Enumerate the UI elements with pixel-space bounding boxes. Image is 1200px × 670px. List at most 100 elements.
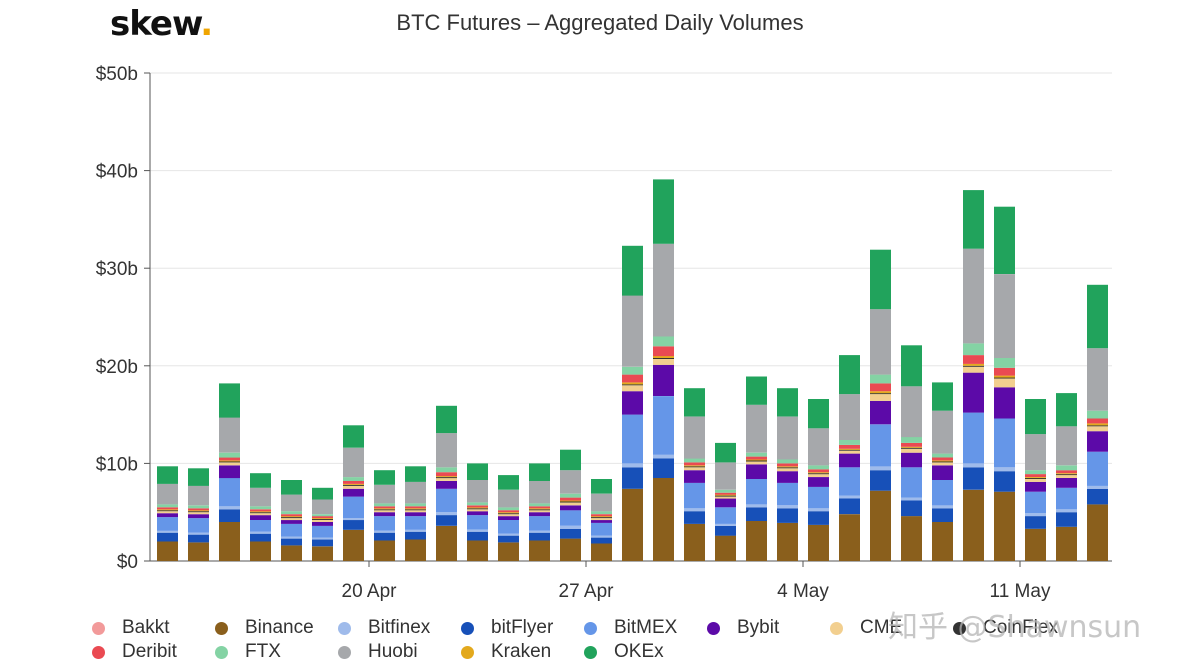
bar-segment-deribit [250,509,271,512]
bar-segment-ftx [1025,470,1046,475]
bar-segment-bitmex [188,518,209,533]
bar-segment-binance [870,490,891,561]
bar-segment-bybit [498,516,519,520]
bar-segment-binance [436,525,457,561]
bar-segment-deribit [684,462,705,466]
bar-segment-coinflex [405,509,426,511]
bar-segment-bitfinex [467,529,488,532]
legend-item-coinflex[interactable]: CoinFlex [953,616,1076,640]
legend-item-bitmex[interactable]: BitMEX [584,616,707,640]
legend-row: Deribit FTX Huobi Kraken OKEx [92,640,1092,664]
bar-segment-cme [777,468,798,472]
legend-item-bitfinex[interactable]: Bitfinex [338,616,461,640]
legend-item-deribit[interactable]: Deribit [92,640,215,664]
bar-segment-bybit [436,481,457,489]
legend-item-binance[interactable]: Binance [215,616,338,640]
legend-item-okex[interactable]: OKEx [584,640,707,664]
legend-item-bitflyer[interactable]: bitFlyer [461,616,584,640]
bar-segment-deribit [1025,474,1046,477]
bar-segment-bitflyer [312,539,333,547]
bar-segment-kraken [839,448,860,450]
bar-segment-huobi [591,493,612,512]
bar-segment-bitflyer [684,511,705,524]
legend-label: Deribit [122,641,177,662]
bar-segment-binance [622,488,643,561]
bar-segment-okex [839,355,860,395]
bar-segment-okex [498,475,519,490]
bar-segment-bybit [932,465,953,480]
bar-segment-bitflyer [498,535,519,543]
bar-segment-deribit [1056,470,1077,474]
bar-segment-bitflyer [870,470,891,491]
bar-segment-kraken [343,483,364,485]
bar-segment-bitflyer [653,458,674,478]
bar-segment-kraken [498,512,519,514]
bar-segment-kraken [1056,473,1077,475]
legend-item-huobi[interactable]: Huobi [338,640,461,664]
bar-segment-ftx [312,514,333,517]
bar-segment-bitmex [684,482,705,509]
bar-segment-coinflex [777,467,798,469]
bar-segment-okex [312,487,333,500]
bar-segment-cme [870,394,891,401]
bar-segment-cme [653,359,674,365]
bar-segment-kraken [715,494,736,496]
legend-item-ftx[interactable]: FTX [215,640,338,664]
bar-segment-bybit [715,498,736,508]
bar-segment-bybit [250,515,271,520]
watermark: 知乎 @Shawnsun [888,610,1142,645]
legend-item-bybit[interactable]: Bybit [707,616,830,640]
bar-segment-okex [1025,399,1046,435]
bar-segment-okex [560,449,581,471]
bar-segment-binance [343,529,364,561]
bar-segment-cme [1025,479,1046,482]
bar-segment-huobi [684,416,705,459]
bar-segment-bybit [777,471,798,483]
bar-segment-bitfinex [901,497,922,501]
chart-title: BTC Futures – Aggregated Daily Volumes [396,10,804,35]
bar-segment-huobi [405,481,426,504]
bar-segment-deribit [343,481,364,484]
bar-segment-bybit [1087,431,1108,452]
bar-segment-bitmex [498,520,519,534]
bar-segment-kraken [188,510,209,512]
bar-segment-kraken [281,516,302,518]
bar-segment-deribit [746,456,767,460]
bar-segment-coinflex [157,510,178,512]
bar-segment-kraken [870,391,891,394]
bar-segment-deribit [808,469,829,473]
legend-item-kraken[interactable]: Kraken [461,640,584,664]
bar-segment-cme [1056,475,1077,478]
bar-segment-bitmex [994,418,1015,468]
bar-segment-ftx [653,336,674,347]
bar-segment-huobi [281,494,302,512]
bar-segment-cme [994,378,1015,388]
bar-segment-okex [529,463,550,481]
bar-segment-bybit [529,512,550,517]
y-tick-label: $10b [96,454,138,475]
bar-segment-coinflex [1056,474,1077,476]
bar-segment-cme [405,510,426,513]
bar-segment-okex [622,245,643,296]
bar-segment-kraken [622,382,643,385]
legend-label: CME [860,617,903,638]
legend-item-bakkt[interactable]: Bakkt [92,616,215,640]
bar-segment-ftx [963,343,984,356]
bar-segment-bitmex [932,480,953,506]
bar-segment-bitmex [312,525,333,538]
bar-segment-kraken [746,459,767,461]
bar-segment-bybit [994,387,1015,419]
bar-segment-cme [808,474,829,477]
bar-segment-deribit [994,367,1015,376]
bar-segment-kraken [994,375,1015,378]
bar-segment-okex [467,463,488,480]
legend-item-cme[interactable]: CME [830,616,953,640]
bar-segment-kraken [591,516,612,518]
bar-segment-deribit [715,492,736,495]
bar-segment-ftx [219,452,240,458]
bar-segment-coinflex [529,509,550,511]
bar-segment-coinflex [963,365,984,367]
bar-segment-coinflex [281,517,302,519]
bar-segment-ftx [281,511,302,515]
bar-segment-bitflyer [746,507,767,521]
